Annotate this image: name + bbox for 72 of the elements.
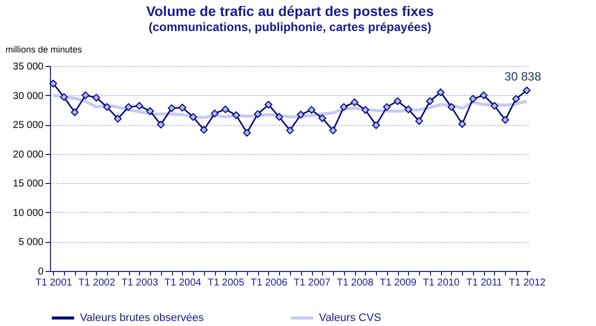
y-tick-label: 25 000 xyxy=(12,120,44,132)
y-tick-label: 15 000 xyxy=(12,178,44,190)
x-tick-label: T1 2002 xyxy=(78,278,116,288)
point xyxy=(146,107,154,115)
point xyxy=(361,106,370,114)
point xyxy=(448,103,456,111)
point xyxy=(135,102,144,110)
point xyxy=(168,104,176,112)
point xyxy=(264,100,272,109)
data-label: 30 838 xyxy=(504,69,542,84)
point xyxy=(275,113,284,121)
legend-label: Valeurs CVS xyxy=(319,312,382,324)
point xyxy=(243,128,251,137)
y-tick-label: 30 000 xyxy=(12,90,44,102)
x-tick-label: T1 2004 xyxy=(164,278,202,288)
point xyxy=(60,93,68,101)
point xyxy=(480,91,488,100)
point xyxy=(458,120,466,128)
point xyxy=(222,105,230,114)
point xyxy=(296,110,305,118)
point xyxy=(329,126,337,134)
point xyxy=(350,98,358,106)
chart-subtitle: (communications, publiphonie, cartes prépayées) xyxy=(148,20,432,34)
point xyxy=(70,108,79,116)
point xyxy=(394,97,402,105)
x-tick-label: T1 2003 xyxy=(121,278,159,288)
point xyxy=(404,105,412,114)
x-tick-label: T1 2008 xyxy=(336,278,374,288)
line-series xyxy=(52,93,528,121)
point xyxy=(426,97,434,105)
point xyxy=(415,117,423,125)
point xyxy=(512,94,520,103)
point xyxy=(286,126,294,134)
point xyxy=(189,113,197,121)
point xyxy=(232,111,240,120)
point xyxy=(501,116,510,124)
y-tick-label: 35 000 xyxy=(12,62,44,72)
y-tick-label: 20 000 xyxy=(12,149,44,160)
y-tick-label: 0 xyxy=(38,266,44,278)
point xyxy=(372,121,380,130)
point xyxy=(82,91,90,100)
x-tick-label: T1 2001 xyxy=(35,278,73,288)
point xyxy=(340,103,348,111)
point xyxy=(210,110,219,118)
point xyxy=(114,114,122,123)
point xyxy=(178,104,186,112)
x-tick-label: T1 2010 xyxy=(422,278,460,288)
point xyxy=(49,80,58,88)
x-tick-label: T1 2011 xyxy=(466,278,503,288)
y-tick-label: 5 000 xyxy=(18,237,44,248)
x-tick-label: T1 2009 xyxy=(380,278,417,288)
point xyxy=(469,94,477,103)
point xyxy=(124,103,132,111)
point xyxy=(254,110,262,118)
point xyxy=(200,126,208,134)
y-axis-title: millions de minutes xyxy=(6,44,83,54)
x-tick-label: T1 2006 xyxy=(250,278,288,288)
point xyxy=(436,88,445,96)
point xyxy=(157,120,165,128)
x-tick-label: T1 2012 xyxy=(508,278,546,288)
point xyxy=(92,94,100,102)
point xyxy=(308,106,316,114)
point xyxy=(103,103,111,111)
x-tick-label: T1 2007 xyxy=(294,278,331,288)
point xyxy=(522,86,531,94)
y-tick-label: 10 000 xyxy=(12,208,44,219)
chart-title: Volume de trafic au départ des postes fixes xyxy=(146,3,434,19)
point xyxy=(383,103,391,111)
point xyxy=(490,102,498,110)
x-tick-label: T1 2005 xyxy=(208,278,245,288)
point xyxy=(318,114,326,122)
legend-label: Valeurs brutes observées xyxy=(80,312,204,324)
